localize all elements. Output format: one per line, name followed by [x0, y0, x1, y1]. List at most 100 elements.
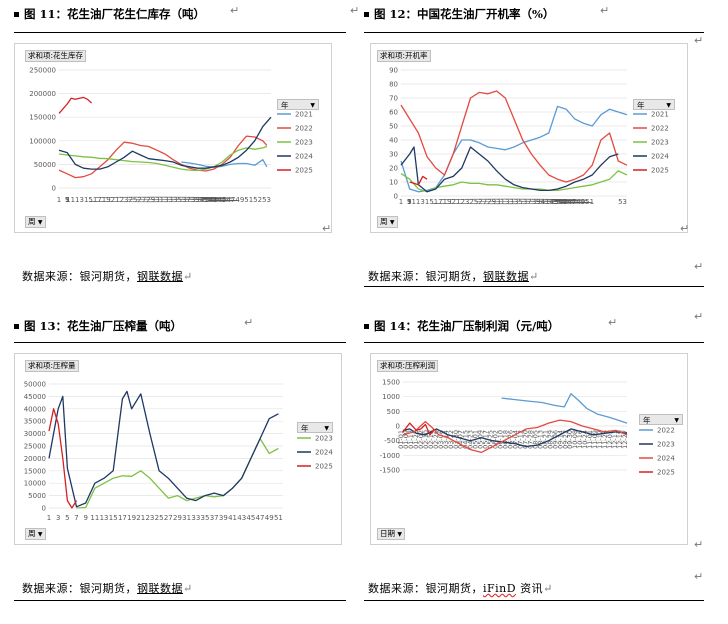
source-link[interactable]: iFinD — [483, 582, 517, 595]
x-tick-label: 3 — [407, 198, 621, 206]
chart-plot: 5000045000400003500030000250002000015000… — [24, 381, 334, 523]
x-tick-label: 47 — [256, 514, 265, 522]
axis-filter-button[interactable]: 日期 ▼ — [377, 528, 406, 540]
x-tick-label: 29 — [173, 514, 182, 522]
x-tick-label: 39 — [219, 514, 228, 522]
series-line-2023 — [402, 428, 628, 448]
series-line-2024 — [58, 116, 272, 170]
return-mark-icon: ↵ — [694, 310, 704, 323]
chart-11-panel: 图 11：花生油厂花生仁库存（吨） ↵ 求和项:花生库存 250000 20000… — [0, 0, 364, 300]
legend-label: 2022 — [295, 125, 313, 133]
legend-label: 2021 — [295, 111, 313, 119]
series-line-2022 — [501, 393, 628, 424]
legend-label: 2025 — [657, 469, 675, 477]
axis-filter-button[interactable]: 周 ▼ — [25, 216, 46, 228]
x-tick-label: 25 — [155, 514, 164, 522]
y-tick-label: 20 — [389, 165, 398, 173]
y-tick-label: 50000 — [24, 381, 46, 389]
title-bullet-icon — [364, 11, 369, 17]
source-note: 数据来源：银河期货，钢联数据↵ — [368, 270, 539, 283]
return-mark-icon: ↵ — [694, 260, 704, 273]
series-line-2024 — [400, 146, 619, 193]
x-tick-label: 5 — [65, 514, 69, 522]
source-link[interactable]: 钢联数据 — [483, 270, 529, 283]
source-note: 数据来源：银河期货，钢联数据↵ — [22, 270, 193, 283]
legend-filter-button[interactable]: 年 ▼ — [277, 99, 319, 110]
chevron-down-icon: ▼ — [37, 531, 43, 538]
legend-filter-button[interactable]: 年 ▼ — [639, 414, 683, 425]
axis-filter-button[interactable]: 周 ▼ — [377, 216, 398, 228]
divider — [364, 600, 704, 601]
x-tick-label: 33 — [191, 514, 200, 522]
x-tick-label: 03-06 — [437, 430, 445, 449]
field-tag: 求和项:压榨量 — [25, 360, 79, 372]
x-tick-label: 41 — [228, 514, 237, 522]
chart-plot: 1500 1000 500 0 -500 -1000 -1500 01-0101-0901-1… — [380, 379, 676, 477]
return-mark-icon: ↵ — [543, 582, 553, 595]
legend-filter-button[interactable]: 年 ▼ — [297, 422, 333, 433]
x-tick-label: 11-09 — [591, 430, 599, 449]
source-link[interactable]: 钢联数据 — [137, 582, 183, 595]
chart-container: 求和项:花生库存 250000 200000 150000 100000 50000 0 1… — [14, 43, 332, 233]
chart-title: 图 13：花生油厂压榨量（吨） — [14, 318, 182, 334]
y-tick-label: 40 — [389, 137, 398, 145]
legend-label: 2024 — [295, 153, 313, 161]
x-tick-label: 23 — [145, 514, 154, 522]
series-line-2023 — [400, 170, 628, 193]
x-tick-label: 03-30 — [452, 430, 460, 449]
y-tick-label: 50000 — [34, 161, 56, 169]
y-tick-label: 15000 — [24, 467, 46, 475]
x-tick-label: 06-10 — [497, 430, 505, 449]
legend-label: 2024 — [657, 455, 675, 463]
return-mark-icon: ↵ — [183, 270, 193, 283]
series-line-2025 — [409, 175, 428, 186]
y-tick-label: 100000 — [29, 137, 56, 145]
x-tick-label: 02-10 — [422, 430, 430, 449]
y-tick-label: 25000 — [24, 443, 46, 451]
x-tick-label: 7 — [407, 198, 411, 206]
chart-plot: 250000 200000 150000 100000 50000 01 357911131… — [29, 67, 313, 205]
x-tick-label: 3 — [56, 514, 60, 522]
x-tick-label: 5 — [65, 196, 69, 204]
y-tick-label: 10000 — [24, 480, 46, 488]
title-bullet-icon — [14, 323, 19, 329]
x-tick-label: 01-25 — [412, 430, 420, 449]
x-tick-label: 27 — [164, 514, 173, 522]
y-tick-label: 150000 — [29, 114, 56, 122]
x-tick-label: 9 — [407, 198, 411, 206]
chevron-down-icon: ▼ — [37, 219, 43, 226]
source-link[interactable]: 钢联数据 — [137, 270, 183, 283]
y-tick-label: 60 — [389, 109, 398, 117]
x-tick-label: 31 — [182, 514, 191, 522]
legend-filter-button[interactable]: 年 ▼ — [633, 99, 675, 110]
series-line-2023 — [76, 437, 279, 509]
return-mark-icon: ↵ — [600, 4, 610, 17]
y-tick-label: 1000 — [382, 393, 400, 401]
chevron-down-icon: ▼ — [666, 102, 671, 109]
x-tick-label: 1113151719212325272931333537394143454749… — [66, 196, 271, 204]
x-tick-label: 43 — [237, 514, 246, 522]
series-line-2025 — [58, 96, 93, 114]
x-tick-label: 7 — [74, 514, 78, 522]
x-tick-label: 12-19 — [616, 430, 624, 449]
x-tick-label: 45 — [246, 514, 255, 522]
x-tick-label: 51 — [274, 514, 283, 522]
chart-title: 图 12：中国花生油厂开机率（%） — [364, 6, 554, 22]
x-tick-label: 08-21 — [541, 430, 549, 449]
x-tick-label: 12-27 — [621, 430, 629, 449]
series-line-2023 — [58, 145, 268, 172]
x-tick-label: 37 — [210, 514, 219, 522]
y-tick-label: 0 — [52, 185, 56, 193]
y-tick-label: -1500 — [380, 467, 400, 475]
x-tick-label: 06-02 — [492, 430, 500, 449]
y-tick-label: 70 — [389, 95, 398, 103]
y-tick-label: 0 — [42, 505, 46, 513]
axis-filter-button[interactable]: 周 ▼ — [25, 528, 46, 540]
field-tag: 求和项:花生库存 — [25, 50, 87, 62]
x-tick-label: 5 — [407, 198, 411, 206]
x-tick-label: 49 — [265, 514, 274, 522]
return-mark-icon: ↵ — [694, 570, 704, 583]
chart-container: 求和项:开机率 90 80 70 60 50 40 30 20 10 0 1 3 5 7 9 11131517… — [370, 43, 688, 233]
source-note: 数据来源：银河期货，钢联数据↵ — [22, 582, 193, 595]
x-tick-label: 12-11 — [611, 430, 619, 449]
